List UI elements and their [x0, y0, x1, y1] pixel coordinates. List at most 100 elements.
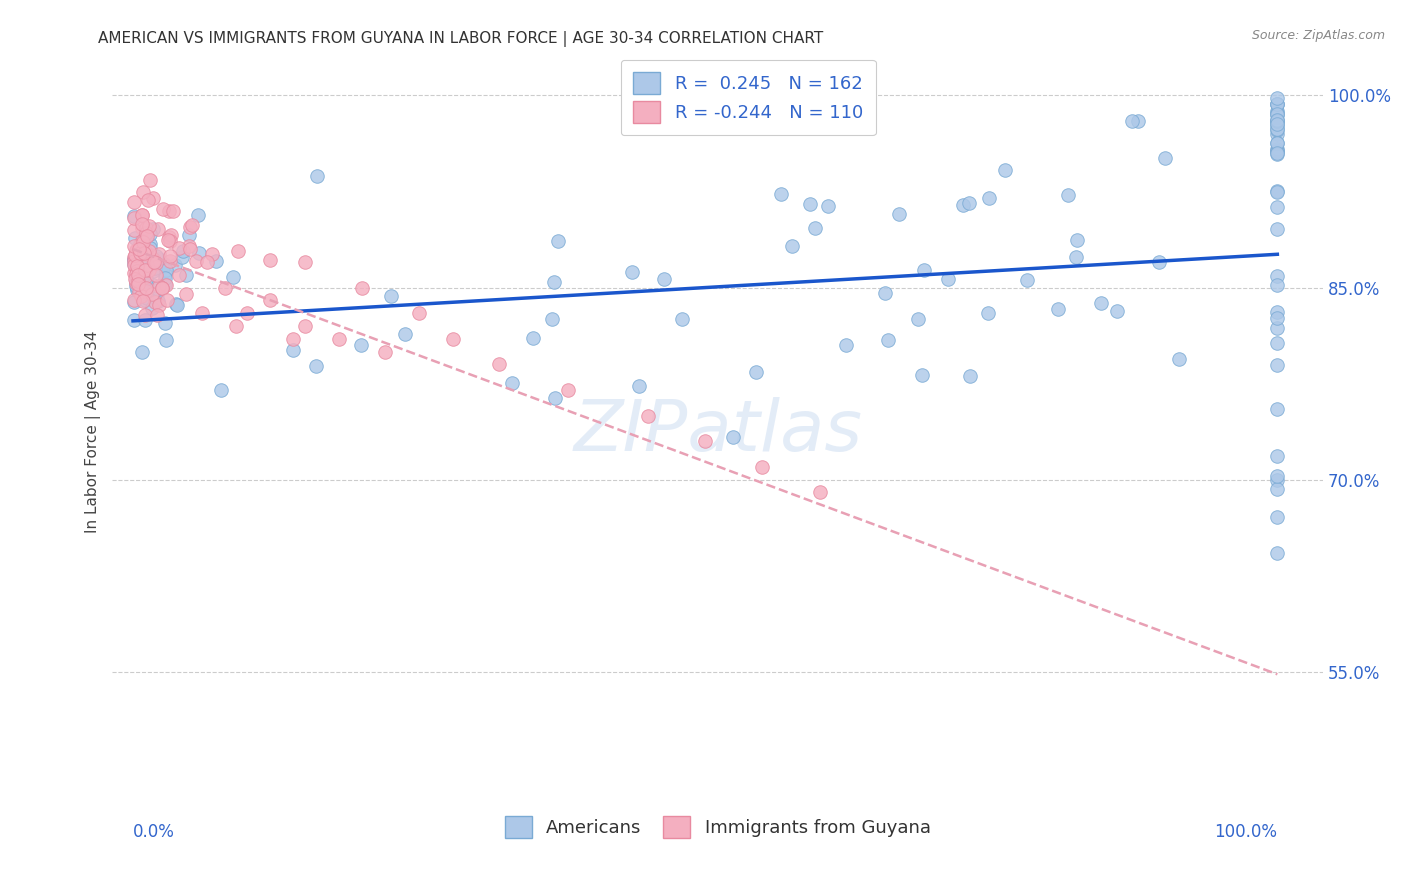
Point [146, 294, 169, 309]
Point [122, 252, 145, 267]
Point [122, 223, 145, 237]
Point [122, 313, 145, 327]
Point [543, 275, 565, 289]
Point [139, 227, 162, 241]
Point [294, 255, 316, 269]
Point [155, 263, 177, 277]
Point [134, 269, 156, 284]
Point [153, 256, 176, 270]
Point [1267, 113, 1289, 128]
Point [134, 293, 156, 307]
Point [135, 272, 157, 286]
Point [122, 257, 145, 271]
Point [394, 327, 416, 342]
Point [179, 239, 201, 253]
Point [122, 250, 145, 264]
Point [1267, 97, 1289, 112]
Point [889, 207, 911, 221]
Point [187, 208, 209, 222]
Point [138, 263, 160, 277]
Point [1267, 113, 1289, 128]
Point [134, 308, 156, 322]
Point [125, 266, 148, 280]
Point [1267, 144, 1289, 158]
Point [128, 245, 150, 260]
Point [125, 278, 148, 293]
Point [1267, 136, 1289, 150]
Point [132, 186, 155, 200]
Point [1267, 104, 1289, 119]
Point [1064, 251, 1087, 265]
Point [142, 221, 165, 235]
Point [150, 281, 173, 295]
Point [159, 228, 181, 243]
Point [259, 253, 281, 268]
Point [350, 337, 373, 351]
Point [127, 268, 149, 283]
Point [236, 306, 259, 320]
Point [153, 267, 176, 281]
Point [1267, 147, 1289, 161]
Point [125, 243, 148, 257]
Point [1015, 273, 1038, 287]
Point [522, 331, 544, 345]
Point [1168, 352, 1191, 367]
Point [1105, 304, 1128, 318]
Point [1090, 296, 1112, 310]
Point [408, 306, 430, 320]
Point [751, 459, 773, 474]
Point [125, 277, 148, 291]
Point [139, 173, 162, 187]
Point [808, 485, 831, 500]
Point [132, 285, 155, 299]
Point [1046, 301, 1069, 316]
Point [294, 318, 316, 333]
Point [1267, 184, 1289, 198]
Point [281, 343, 304, 357]
Point [1267, 336, 1289, 351]
Point [911, 368, 934, 383]
Point [139, 241, 162, 255]
Point [124, 274, 146, 288]
Point [177, 227, 200, 242]
Point [159, 249, 181, 263]
Point [146, 308, 169, 322]
Point [135, 280, 157, 294]
Point [1267, 509, 1289, 524]
Point [305, 359, 328, 373]
Point [695, 434, 717, 449]
Point [652, 272, 675, 286]
Point [145, 256, 167, 270]
Point [1267, 122, 1289, 136]
Point [1267, 127, 1289, 141]
Point [225, 318, 247, 333]
Text: AMERICAN VS IMMIGRANTS FROM GUYANA IN LABOR FORCE | AGE 30-34 CORRELATION CHART: AMERICAN VS IMMIGRANTS FROM GUYANA IN LA… [98, 31, 824, 47]
Point [132, 294, 155, 309]
Point [145, 287, 167, 301]
Point [628, 379, 651, 393]
Point [804, 221, 827, 235]
Point [544, 392, 567, 406]
Point [134, 244, 156, 258]
Point [1267, 321, 1289, 335]
Point [167, 242, 190, 256]
Point [1154, 151, 1177, 165]
Point [125, 259, 148, 273]
Point [135, 220, 157, 235]
Point [124, 295, 146, 310]
Point [959, 368, 981, 383]
Point [128, 238, 150, 252]
Point [938, 271, 960, 285]
Point [1267, 119, 1289, 133]
Point [1267, 483, 1289, 497]
Point [127, 277, 149, 291]
Point [141, 301, 163, 316]
Point [135, 247, 157, 261]
Point [155, 278, 177, 293]
Point [148, 279, 170, 293]
Point [138, 219, 160, 234]
Point [907, 311, 929, 326]
Point [1267, 546, 1289, 560]
Point [621, 264, 644, 278]
Point [1267, 401, 1289, 416]
